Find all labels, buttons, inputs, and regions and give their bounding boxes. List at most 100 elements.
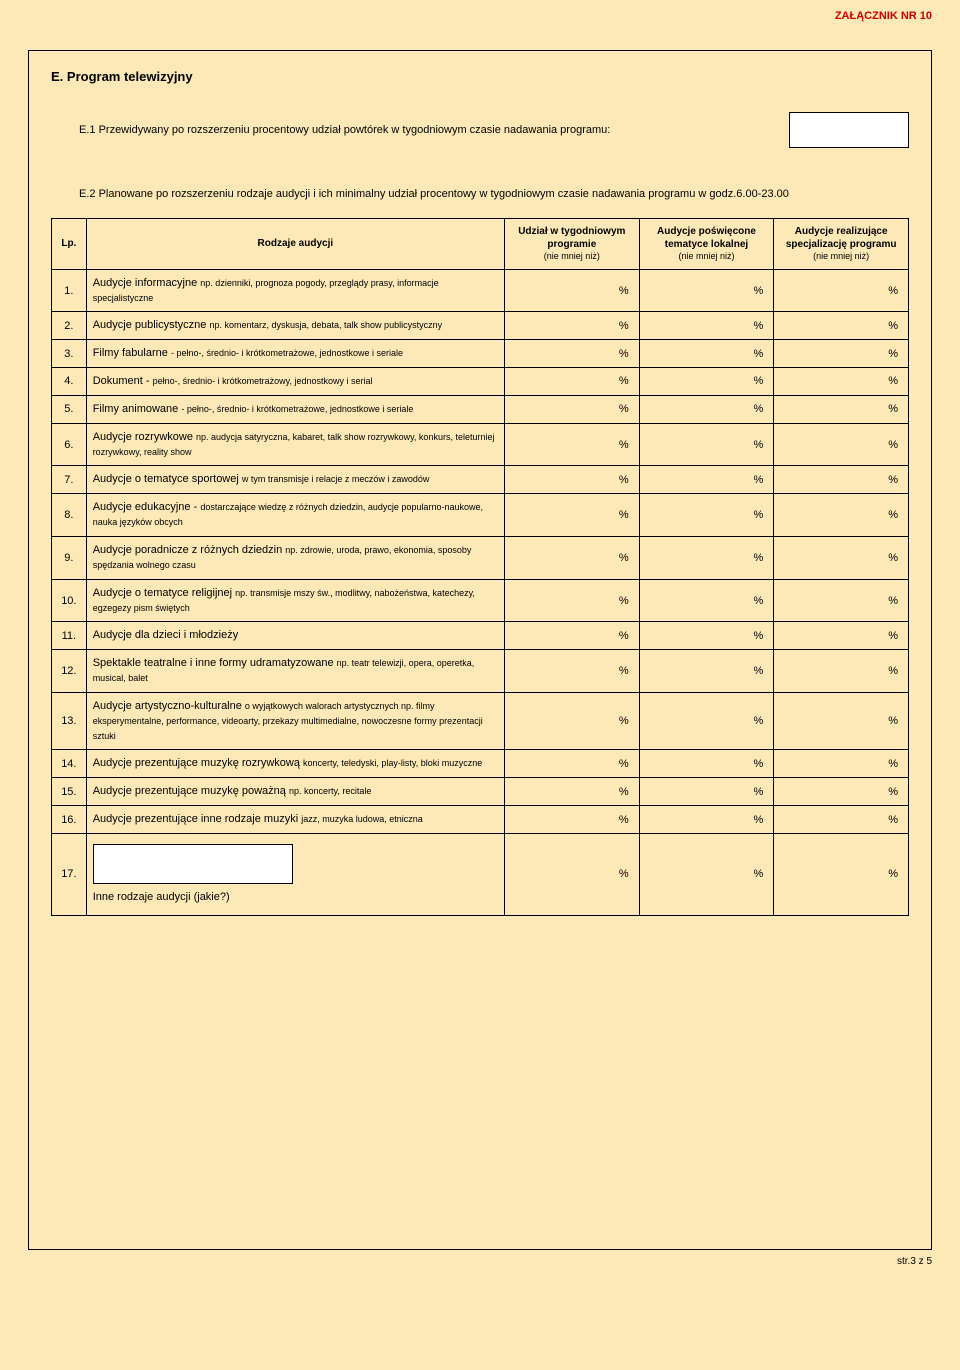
row-value[interactable]: % — [504, 466, 639, 494]
row-value[interactable]: % — [504, 806, 639, 834]
row-number: 7. — [52, 466, 87, 494]
row-name: Audycje poradnicze z różnych dziedzin np… — [86, 536, 504, 579]
row-value[interactable]: % — [504, 692, 639, 750]
row-value[interactable]: % — [504, 778, 639, 806]
table-row: 6.Audycje rozrywkowe np. audycja satyryc… — [52, 423, 909, 466]
row-value[interactable]: % — [774, 368, 909, 396]
question-e2: E.2 Planowane po rozszerzeniu rodzaje au… — [79, 188, 819, 200]
row-value[interactable]: % — [774, 692, 909, 750]
table-row: 7.Audycje o tematyce sportowej w tym tra… — [52, 466, 909, 494]
row-value[interactable]: % — [504, 650, 639, 693]
row-value[interactable]: % — [774, 494, 909, 537]
row-value[interactable]: % — [504, 340, 639, 368]
table-row: 3.Filmy fabularne - pełno-, średnio- i k… — [52, 340, 909, 368]
row-number: 8. — [52, 494, 87, 537]
row-name-tail: w tym transmisje i relacje z meczów i za… — [242, 474, 430, 484]
form-container: E. Program telewizyjny E.1 Przewidywany … — [28, 50, 932, 1250]
row-name-tail: - pełno-, średnio- i krótkometrażowe, je… — [181, 404, 413, 414]
table-row: 2.Audycje publicystyczne np. komentarz, … — [52, 312, 909, 340]
row-value[interactable]: % — [774, 395, 909, 423]
row-value[interactable]: % — [639, 536, 774, 579]
row-value[interactable]: % — [504, 395, 639, 423]
row-name: Dokument - pełno-, średnio- i krótkometr… — [86, 368, 504, 396]
row-name-main: Audycje prezentujące muzykę poważną — [93, 785, 289, 797]
row-value[interactable]: % — [639, 579, 774, 622]
row-name: Audycje artystyczno-kulturalne o wyjątko… — [86, 692, 504, 750]
row-value[interactable]: % — [639, 650, 774, 693]
page-footer: str.3 z 5 — [28, 1256, 932, 1267]
row-value[interactable]: % — [774, 466, 909, 494]
row-value[interactable]: % — [504, 423, 639, 466]
row-number: 5. — [52, 395, 87, 423]
row-name-main: Audycje o tematyce sportowej — [93, 473, 242, 485]
row-value[interactable]: % — [504, 622, 639, 650]
table-row: 13.Audycje artystyczno-kulturalne o wyją… — [52, 692, 909, 750]
row-value[interactable]: % — [639, 269, 774, 312]
row-value[interactable]: % — [639, 806, 774, 834]
row-name-main: Inne rodzaje audycji (jakie?) — [93, 891, 230, 903]
row-name-tail: koncerty, teledyski, play-listy, bloki m… — [303, 758, 482, 768]
row-name-tail: np. koncerty, recitale — [289, 786, 371, 796]
other-types-input[interactable] — [93, 844, 293, 884]
row-name-main: Audycje prezentujące inne rodzaje muzyki — [93, 813, 302, 825]
row-value[interactable]: % — [504, 536, 639, 579]
row-value[interactable]: % — [504, 269, 639, 312]
row-number: 17. — [52, 833, 87, 915]
row-name-main: Audycje edukacyjne - — [93, 501, 201, 513]
row-value[interactable]: % — [774, 650, 909, 693]
row-value[interactable]: % — [504, 368, 639, 396]
th-col3-main: Audycje realizujące specjalizację progra… — [786, 226, 897, 250]
row-name: Audycje publicystyczne np. komentarz, dy… — [86, 312, 504, 340]
table-row: 11.Audycje dla dzieci i młodzieży%%% — [52, 622, 909, 650]
row-name-tail: jazz, muzyka ludowa, etniczna — [301, 814, 423, 824]
row-value[interactable]: % — [504, 833, 639, 915]
row-value[interactable]: % — [774, 622, 909, 650]
section-title-e: E. Program telewizyjny — [51, 69, 909, 84]
row-name-main: Audycje prezentujące muzykę rozrywkową — [93, 757, 303, 769]
row-name: Audycje o tematyce sportowej w tym trans… — [86, 466, 504, 494]
row-value[interactable]: % — [774, 536, 909, 579]
row-value[interactable]: % — [639, 750, 774, 778]
row-value[interactable]: % — [639, 466, 774, 494]
row-value[interactable]: % — [639, 368, 774, 396]
row-value[interactable]: % — [774, 312, 909, 340]
table-row: 15.Audycje prezentujące muzykę poważną n… — [52, 778, 909, 806]
table-header-row: Lp. Rodzaje audycji Udział w tygodniowym… — [52, 219, 909, 270]
table-row: 9.Audycje poradnicze z różnych dziedzin … — [52, 536, 909, 579]
row-value[interactable]: % — [639, 395, 774, 423]
row-value[interactable]: % — [504, 312, 639, 340]
row-value[interactable]: % — [504, 750, 639, 778]
e1-input[interactable] — [789, 112, 909, 148]
row-value[interactable]: % — [639, 340, 774, 368]
row-number: 2. — [52, 312, 87, 340]
row-value[interactable]: % — [639, 312, 774, 340]
table-row: 8.Audycje edukacyjne - dostarczające wie… — [52, 494, 909, 537]
row-value[interactable]: % — [639, 622, 774, 650]
row-name: Audycje prezentujące muzykę poważną np. … — [86, 778, 504, 806]
row-value[interactable]: % — [774, 579, 909, 622]
row-value[interactable]: % — [639, 423, 774, 466]
row-name-main: Dokument - — [93, 375, 153, 387]
row-name: Audycje prezentujące muzykę rozrywkową k… — [86, 750, 504, 778]
annex-label: ZAŁĄCZNIK NR 10 — [28, 10, 932, 22]
row-name-main: Filmy animowane — [93, 403, 182, 415]
table-row: 5.Filmy animowane - pełno-, średnio- i k… — [52, 395, 909, 423]
row-value[interactable]: % — [504, 494, 639, 537]
row-value[interactable]: % — [774, 269, 909, 312]
row-value[interactable]: % — [774, 806, 909, 834]
row-name: Filmy animowane - pełno-, średnio- i kró… — [86, 395, 504, 423]
table-row: 1.Audycje informacyjne np. dzienniki, pr… — [52, 269, 909, 312]
row-value[interactable]: % — [639, 778, 774, 806]
row-value[interactable]: % — [639, 494, 774, 537]
row-value[interactable]: % — [639, 833, 774, 915]
row-value[interactable]: % — [504, 579, 639, 622]
row-value[interactable]: % — [774, 340, 909, 368]
row-number: 13. — [52, 692, 87, 750]
row-name-main: Spektakle teatralne i inne formy udramat… — [93, 657, 337, 669]
row-value[interactable]: % — [774, 833, 909, 915]
row-value[interactable]: % — [639, 692, 774, 750]
row-value[interactable]: % — [774, 750, 909, 778]
row-value[interactable]: % — [774, 423, 909, 466]
row-value[interactable]: % — [774, 778, 909, 806]
row-number: 6. — [52, 423, 87, 466]
